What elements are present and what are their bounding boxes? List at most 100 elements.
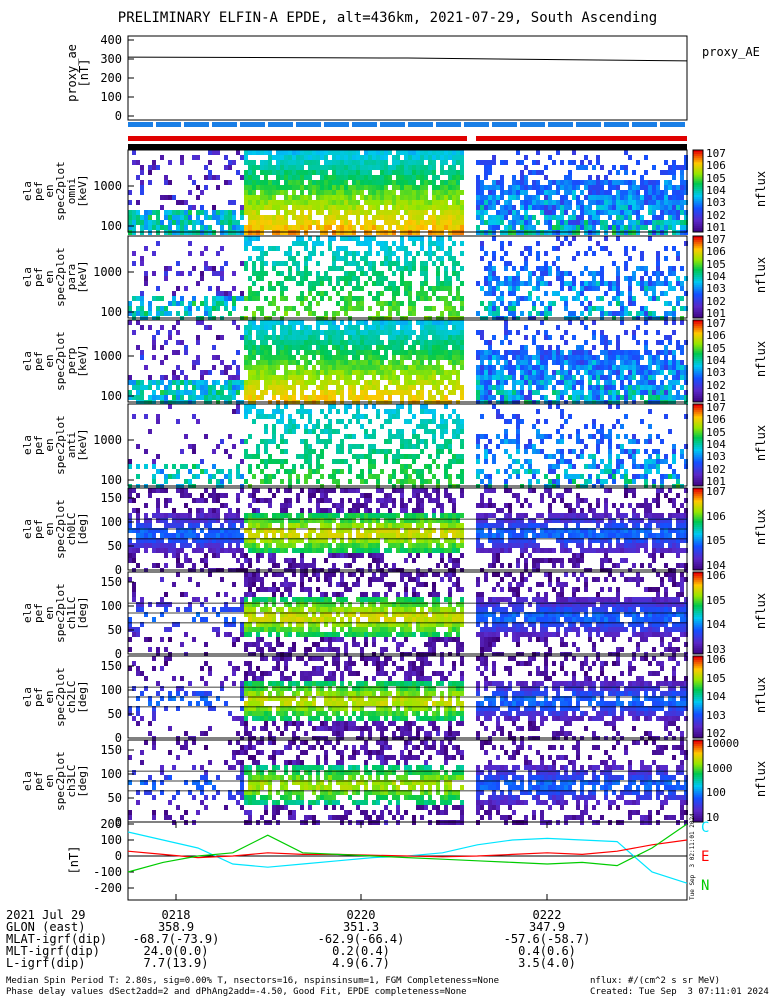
spectrogram-cell: [412, 360, 416, 365]
spectrogram-cell: [656, 281, 660, 286]
spectrogram-cell: [612, 355, 616, 360]
spectrogram-cell: [664, 281, 668, 286]
spectrogram-cell: [232, 380, 236, 385]
spectrogram-cell: [672, 225, 676, 230]
spectrogram-cell: [212, 271, 216, 276]
spectrogram-cell: [516, 414, 520, 419]
spectrogram-cell: [560, 180, 564, 185]
spectrogram-cell: [396, 345, 400, 350]
spectrogram-cell: [516, 355, 520, 360]
spectrogram-cell: [304, 355, 308, 360]
spectrogram-cell: [640, 306, 644, 311]
spectrogram-cell: [512, 390, 516, 395]
spectrogram-cell: [264, 220, 268, 225]
spectrogram-cell: [636, 360, 640, 365]
spectrogram-cell: [556, 355, 560, 360]
spectrogram-cell: [448, 195, 452, 200]
spectrogram-cell: [684, 306, 688, 311]
spectrogram-cell: [432, 306, 436, 311]
spectrogram-cell: [224, 306, 228, 311]
spectrogram-cell: [396, 150, 400, 155]
spectrogram-cell: [228, 390, 232, 395]
spectrogram-cell: [424, 306, 428, 311]
spectrogram-cell: [284, 150, 288, 155]
spectrogram-cell: [476, 330, 480, 335]
spectrogram-cell: [504, 390, 508, 395]
spectrogram-cell: [432, 150, 436, 155]
spectrogram-cell: [388, 286, 392, 291]
spectrogram-cell: [488, 345, 492, 350]
spectrogram-cell: [272, 409, 276, 414]
spectrogram-cell: [280, 390, 284, 395]
spectrogram-cell: [192, 474, 196, 479]
spectrogram-cell: [428, 429, 432, 434]
spectrogram-cell: [192, 414, 196, 419]
spectrogram-cell: [640, 256, 644, 261]
spectrogram-cell: [664, 225, 668, 230]
spectrogram-cell: [436, 360, 440, 365]
spectrogram-cell: [376, 474, 380, 479]
spectrogram-cell: [392, 195, 396, 200]
spectrogram-cell: [516, 390, 520, 395]
spectrogram-cell: [396, 409, 400, 414]
spectrogram-cell: [152, 165, 156, 170]
spectrogram-cell: [324, 444, 328, 449]
spectrogram-cell: [384, 320, 388, 325]
spectrogram-cell: [380, 200, 384, 205]
spectrogram-cell: [640, 205, 644, 210]
spectrogram-cell: [648, 185, 652, 190]
spectrogram-cell: [308, 165, 312, 170]
spectrogram-cell: [532, 335, 536, 340]
spectrogram-cell: [348, 325, 352, 330]
spectrogram-cell: [444, 424, 448, 429]
spectrogram-cell: [436, 185, 440, 190]
spectrogram-cell: [360, 479, 364, 484]
spectrogram-cell: [656, 330, 660, 335]
spectrogram-cell: [580, 365, 584, 370]
spectrogram-cell: [280, 439, 284, 444]
spectrogram-cell: [544, 261, 548, 266]
spectrogram-cell: [268, 150, 272, 155]
spectrogram-cell: [332, 365, 336, 370]
spectrogram-cell: [404, 261, 408, 266]
spectrogram-cell: [432, 185, 436, 190]
spectrogram-cell: [652, 200, 656, 205]
spectrogram-cell: [408, 215, 412, 220]
spectrogram-cell: [460, 454, 464, 459]
spectrogram-cell: [628, 301, 632, 306]
spectrogram-cell: [324, 395, 328, 400]
spectrogram-cell: [404, 469, 408, 474]
spectrogram-cell: [224, 165, 228, 170]
spectrogram-cell: [476, 375, 480, 380]
spectrogram-cell: [536, 375, 540, 380]
spectrogram-cell: [560, 414, 564, 419]
spectrogram-cell: [264, 340, 268, 345]
spectrogram-cell: [672, 350, 676, 355]
spectrogram-cell: [300, 340, 304, 345]
spectrogram-cell: [324, 439, 328, 444]
spectrogram-cell: [408, 395, 412, 400]
spectrogram-cell: [260, 390, 264, 395]
spectrogram-cell: [428, 306, 432, 311]
spectrogram-cell: [520, 375, 524, 380]
spectrogram-cell: [152, 355, 156, 360]
spectrogram-cell: [264, 251, 268, 256]
spectrogram-cell: [260, 355, 264, 360]
colorbar-step: [693, 340, 703, 344]
spectrogram-cell: [408, 185, 412, 190]
spectrogram-cell: [364, 256, 368, 261]
spectrogram-cell: [664, 185, 668, 190]
spectrogram-cell: [648, 205, 652, 210]
spectrogram-cell: [388, 150, 392, 155]
spectrogram-cell: [328, 355, 332, 360]
spectrogram-cell: [288, 246, 292, 251]
spectrogram-cell: [424, 325, 428, 330]
spectrogram-cell: [524, 296, 528, 301]
spectrogram-cell: [372, 429, 376, 434]
spectrogram-cell: [572, 380, 576, 385]
spectrogram-cell: [364, 404, 368, 409]
spectrogram-cell: [416, 190, 420, 195]
spectrogram-cell: [324, 271, 328, 276]
spectrogram-cell: [152, 464, 156, 469]
spectrogram-cell: [352, 155, 356, 160]
